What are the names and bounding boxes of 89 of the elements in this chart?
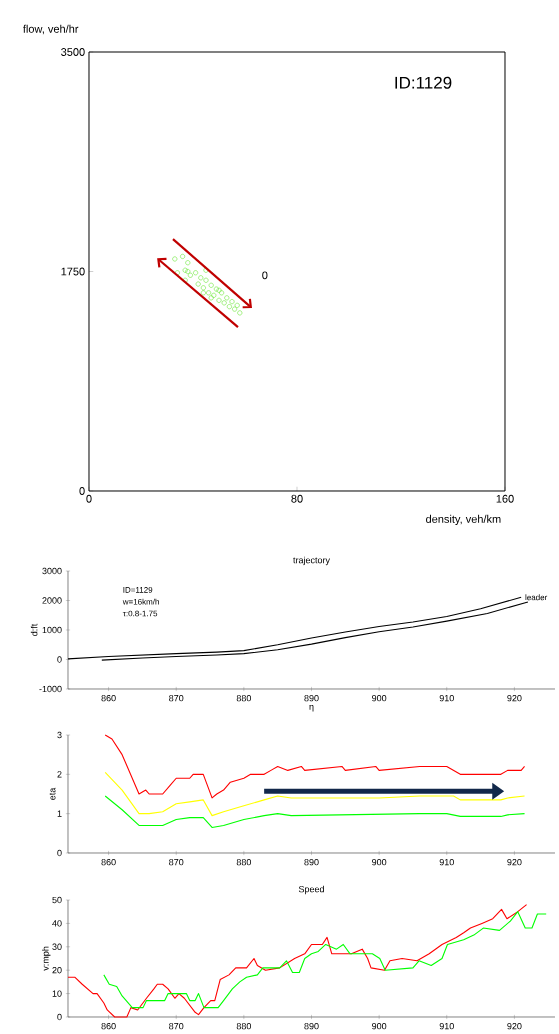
x-tick-label: 900: [372, 694, 387, 702]
point: [216, 297, 222, 303]
x-axis-title: density, veh/km: [426, 514, 501, 526]
x-tick-label: 910: [439, 694, 454, 702]
y-tick-label: 0: [57, 1013, 62, 1021]
y-tick-label: 10: [52, 990, 62, 997]
x-tick-label: 870: [169, 694, 184, 702]
x-tick-label: 890: [304, 858, 319, 866]
x-tick-label: 900: [372, 1022, 387, 1030]
line-series: [103, 911, 547, 1009]
annotation: ID:1129: [395, 76, 452, 89]
x-tick-label: 860: [101, 1022, 116, 1030]
y-tick-label: 3500: [61, 48, 85, 56]
point: [172, 256, 178, 262]
chart-title: Speed: [298, 885, 324, 895]
x-axis-title: η: [309, 704, 314, 712]
y-tick-label: 20: [52, 967, 62, 974]
x-tick-label: 900: [372, 858, 387, 866]
point: [182, 277, 188, 283]
point: [234, 302, 240, 308]
y-axis-title: eta: [49, 787, 56, 800]
y-tick-label: 2: [57, 771, 62, 778]
point: [198, 275, 204, 281]
x-tick-label: 890: [304, 694, 319, 702]
point: [195, 281, 201, 287]
point: [237, 310, 243, 316]
x-tick-label: 920: [507, 694, 522, 702]
x-tick-label: 920: [507, 858, 522, 866]
x-tick-label: 920: [507, 1022, 522, 1030]
x-tick-label: 880: [236, 858, 252, 866]
y-tick-label: 1: [57, 810, 62, 817]
y-tick-label: 3000: [42, 567, 62, 575]
y-tick-label: -1000: [39, 685, 62, 693]
series-label: leader: [525, 594, 548, 601]
x-tick-label: 910: [439, 1022, 454, 1030]
x-tick-label: 160: [496, 494, 514, 503]
x-tick-label: 860: [101, 694, 116, 702]
point: [187, 272, 193, 278]
point: [208, 295, 214, 301]
x-tick-label: 880: [236, 1022, 252, 1030]
point: [203, 267, 209, 273]
annotation: 0: [262, 271, 268, 280]
chart-title: trajectory: [293, 556, 330, 566]
y-tick-label: 0: [79, 487, 85, 495]
y-tick-label: 0: [57, 656, 62, 663]
x-tick-label: 870: [169, 858, 184, 866]
point: [213, 286, 219, 292]
point: [180, 253, 186, 259]
y-tick-label: 40: [52, 920, 62, 927]
point: [226, 304, 232, 310]
x-tick-label: 0: [86, 494, 92, 503]
point: [229, 299, 235, 305]
y-tick-label: 1000: [42, 626, 62, 634]
y-tick-label: 50: [52, 896, 62, 904]
x-tick-label: 910: [439, 858, 454, 866]
y-axis-title: v:mph: [42, 946, 51, 971]
y-tick-label: 0: [57, 849, 62, 857]
y-axis-title: flow, veh/hr: [23, 24, 79, 35]
point: [232, 306, 238, 312]
y-axis-title: d:ft: [30, 623, 38, 636]
y-tick-label: 3: [57, 731, 62, 739]
annotation: ID=1129: [123, 587, 153, 593]
point: [185, 260, 191, 266]
point: [193, 270, 199, 276]
point: [174, 270, 180, 276]
point: [216, 287, 222, 293]
point: [200, 285, 206, 291]
point: [208, 282, 214, 288]
y-tick-label: 30: [52, 943, 62, 950]
x-tick-label: 870: [169, 1022, 184, 1030]
point: [206, 290, 212, 296]
x-tick-label: 80: [291, 494, 303, 503]
point: [182, 267, 188, 273]
x-tick-label: 880: [236, 694, 252, 702]
point: [185, 269, 191, 274]
point: [211, 292, 217, 298]
y-tick-label: 2000: [42, 597, 62, 604]
point: [221, 300, 227, 306]
point: [200, 290, 206, 296]
x-tick-label: 860: [101, 858, 116, 866]
point: [224, 295, 230, 301]
point: [203, 277, 209, 283]
point: [219, 290, 225, 296]
y-tick-label: 1750: [61, 267, 85, 276]
x-tick-label: 890: [304, 1022, 319, 1030]
annotation: w=16km/h: [122, 598, 159, 605]
line-series: [104, 771, 526, 817]
annotation: τ:0.8-1.75: [122, 610, 158, 617]
line-series: [67, 904, 528, 1018]
